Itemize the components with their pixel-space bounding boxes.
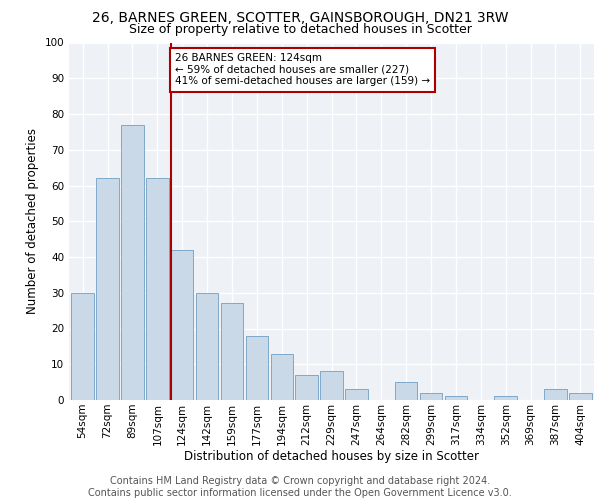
Bar: [245, 336, 268, 400]
Bar: [320, 372, 343, 400]
Text: Contains HM Land Registry data © Crown copyright and database right 2024.
Contai: Contains HM Land Registry data © Crown c…: [88, 476, 512, 498]
Bar: [569, 393, 592, 400]
Bar: [121, 124, 143, 400]
Bar: [196, 292, 218, 400]
Bar: [71, 292, 94, 400]
Bar: [295, 375, 318, 400]
Bar: [420, 393, 442, 400]
Bar: [494, 396, 517, 400]
Bar: [171, 250, 193, 400]
Bar: [345, 390, 368, 400]
Bar: [146, 178, 169, 400]
Text: Size of property relative to detached houses in Scotter: Size of property relative to detached ho…: [128, 22, 472, 36]
Y-axis label: Number of detached properties: Number of detached properties: [26, 128, 39, 314]
Bar: [221, 304, 243, 400]
Bar: [544, 390, 566, 400]
Bar: [271, 354, 293, 400]
Text: 26, BARNES GREEN, SCOTTER, GAINSBOROUGH, DN21 3RW: 26, BARNES GREEN, SCOTTER, GAINSBOROUGH,…: [92, 11, 508, 25]
Bar: [445, 396, 467, 400]
Bar: [97, 178, 119, 400]
Bar: [395, 382, 418, 400]
X-axis label: Distribution of detached houses by size in Scotter: Distribution of detached houses by size …: [184, 450, 479, 464]
Text: 26 BARNES GREEN: 124sqm
← 59% of detached houses are smaller (227)
41% of semi-d: 26 BARNES GREEN: 124sqm ← 59% of detache…: [175, 53, 430, 86]
